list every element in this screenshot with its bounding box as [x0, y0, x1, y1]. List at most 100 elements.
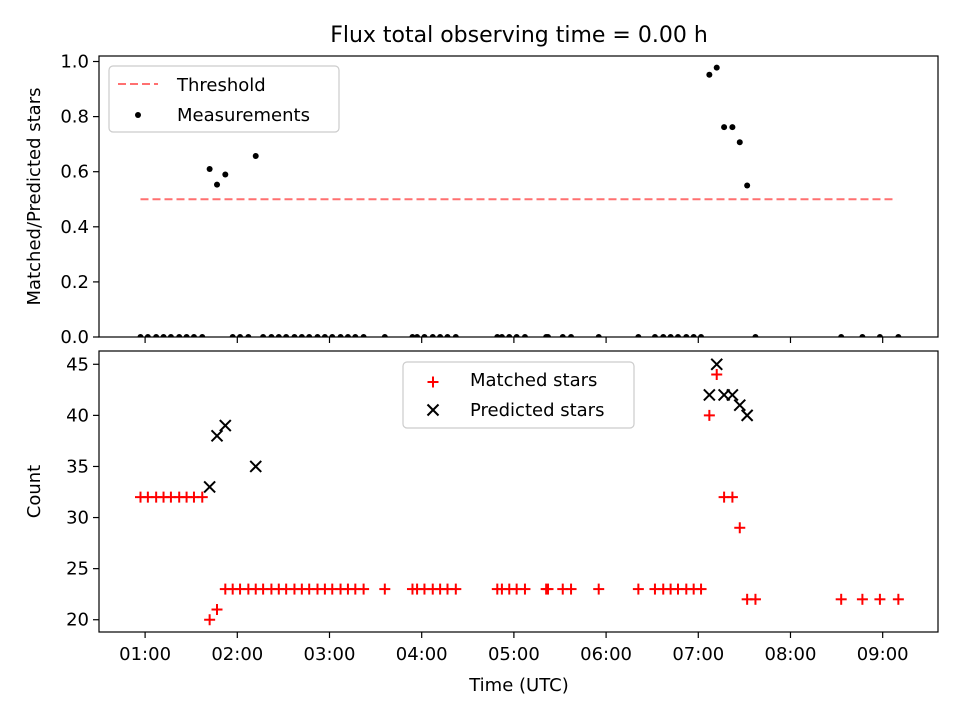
y-tick-label: 20 — [66, 610, 89, 631]
measurement-point — [494, 334, 501, 337]
measurement-point — [183, 334, 190, 337]
y-tick-label: 30 — [66, 508, 89, 529]
x-tick-label: 05:00 — [488, 644, 540, 665]
measurement-point — [513, 334, 520, 337]
x-tick-label: 09:00 — [857, 644, 909, 665]
x-axis-label: Time (UTC) — [468, 675, 569, 696]
matched-star-marker — [856, 593, 868, 605]
matched-star-marker — [379, 583, 391, 595]
plot-area — [137, 64, 902, 337]
matched-star-marker — [196, 491, 208, 503]
predicted-star-marker — [203, 480, 216, 494]
legend-box — [108, 65, 340, 133]
matched-star-marker — [711, 369, 723, 381]
y-tick-label: 40 — [66, 405, 89, 426]
matched-star-marker — [450, 583, 462, 595]
measurement-point — [437, 334, 444, 337]
measurement-point — [744, 182, 751, 189]
predicted-star-marker — [733, 398, 746, 412]
measurement-point — [690, 334, 697, 337]
y-tick-label: 0.6 — [60, 162, 89, 183]
measurement-point — [206, 165, 213, 172]
measurement-point — [167, 334, 174, 337]
measurement-point — [190, 334, 197, 337]
matched-star-marker — [695, 583, 707, 595]
plot-area — [134, 358, 904, 626]
measurement-point — [275, 334, 282, 337]
matched-star-marker — [632, 583, 644, 595]
figure-title: Flux total observing time = 0.00 h — [330, 23, 708, 48]
y-axis-label: Matched/Predicted stars — [24, 88, 45, 306]
matched-star-marker — [892, 593, 904, 605]
measurement-point — [360, 334, 367, 337]
axes-frame — [98, 350, 939, 633]
x-tick-label: 06:00 — [580, 644, 632, 665]
measurement-point — [329, 334, 336, 337]
measurement-point — [660, 334, 667, 337]
legend-matched-label: Matched stars — [470, 370, 597, 391]
measurement-point — [214, 181, 221, 188]
measurement-point — [838, 334, 845, 337]
measurement-point — [245, 334, 252, 337]
measurement-point — [414, 334, 421, 337]
measurement-point — [506, 334, 513, 337]
measurement-point — [721, 124, 728, 131]
x-tick-label: 08:00 — [765, 644, 817, 665]
measurement-point — [876, 334, 883, 337]
axes-frame — [98, 55, 939, 338]
predicted-star-marker — [219, 419, 232, 432]
matched-star-marker — [211, 604, 223, 616]
measurement-point — [283, 334, 290, 337]
predicted-star-marker — [210, 429, 224, 443]
matched-star-marker — [358, 583, 370, 595]
measurement-point — [895, 334, 902, 337]
y-tick-label: 0.2 — [60, 272, 89, 293]
matched-star-marker — [749, 593, 761, 605]
measurement-point — [298, 334, 305, 337]
measurement-point — [160, 334, 167, 337]
measurement-point — [752, 334, 759, 337]
measurement-point — [595, 334, 602, 337]
measurement-point — [237, 334, 244, 337]
measurement-point — [137, 334, 144, 337]
measurement-point — [144, 334, 151, 337]
measurement-point — [222, 171, 229, 178]
measurement-point — [260, 334, 267, 337]
matched-star-marker — [703, 409, 715, 421]
measurement-point — [421, 334, 428, 337]
matched-star-marker — [734, 522, 746, 534]
y-tick-label: 25 — [66, 559, 89, 580]
measurement-point — [521, 334, 528, 337]
matched-star-marker — [835, 593, 847, 605]
measurement-point — [713, 64, 720, 71]
measurement-point — [199, 334, 206, 337]
predicted-star-marker — [710, 358, 723, 371]
matched-star-marker — [542, 583, 554, 595]
y-tick-label: 0.4 — [60, 217, 89, 238]
legend-box — [402, 361, 635, 429]
y-tick-label: 45 — [66, 354, 89, 375]
measurement-point — [153, 334, 160, 337]
legend-measurement-label: Measurements — [177, 105, 310, 126]
measurement-point — [321, 334, 328, 337]
measurement-point — [706, 71, 713, 78]
legend-predicted-swatch — [426, 403, 440, 417]
x-tick-label: 04:00 — [396, 644, 448, 665]
legend-matched-swatch — [427, 376, 439, 388]
measurement-point — [698, 334, 705, 337]
measurement-point — [736, 139, 743, 146]
measurement-point — [381, 334, 388, 337]
measurement-point — [252, 153, 259, 160]
measurement-point — [291, 334, 298, 337]
measurement-point — [429, 334, 436, 337]
measurement-point — [545, 334, 552, 337]
x-tick-label: 07:00 — [672, 644, 724, 665]
matched-star-marker — [519, 583, 531, 595]
measurement-point — [559, 334, 566, 337]
measurement-point — [498, 334, 505, 337]
measurement-point — [452, 334, 459, 337]
matched-star-marker — [204, 614, 216, 626]
measurement-point — [314, 334, 321, 337]
